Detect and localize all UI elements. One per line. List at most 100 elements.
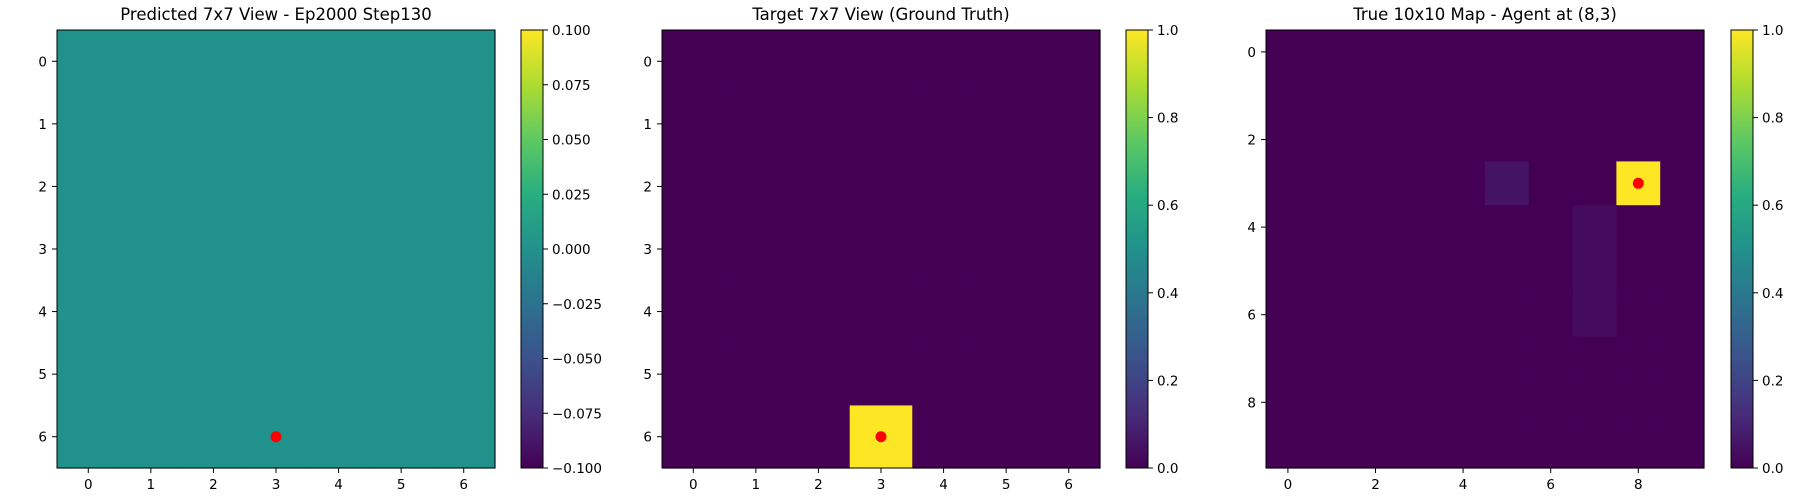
x-tick-label: 8 [1634,477,1643,493]
heatmap-cell [1660,292,1705,338]
y-tick-label: 5 [38,367,47,383]
colorbar [520,29,544,469]
heatmap-cell [1528,117,1574,162]
y-tick-label: 3 [38,242,47,258]
heatmap-cell [1485,380,1530,425]
y-tick-label: 2 [643,179,652,195]
heatmap-cell [432,155,496,219]
heatmap-cell [182,155,246,219]
heatmap-cell [244,217,308,281]
heatmap-cell [1397,380,1442,425]
heatmap-cell [1309,424,1355,469]
y-tick-label: 6 [643,430,652,446]
heatmap-cell [119,280,183,344]
heatmap-cell [974,405,1039,469]
chart-title: Target 7x7 View (Ground Truth) [751,5,1009,24]
heatmap-cell [787,342,851,407]
heatmap-cell [119,405,183,469]
heatmap-cell [724,155,788,219]
colorbar [1125,29,1149,469]
heatmap-cell [1528,380,1574,425]
heatmap-cell [1616,205,1661,250]
heatmap-cell [57,92,121,156]
y-tick-label: 3 [643,242,652,258]
y-tick-label: 4 [38,305,47,321]
heatmap-cell [1309,117,1355,162]
colorbar-tick-label: −0.075 [552,406,602,422]
heatmap-cell [1528,205,1574,250]
y-tick-label: 0 [643,54,652,70]
agent-marker [875,431,887,443]
heatmap-cell [119,30,183,94]
heatmap-cell [1397,205,1442,250]
chart-title: Predicted 7x7 View - Ep2000 Step130 [120,5,432,24]
agent-marker-dot [875,431,887,443]
heatmap-cell [662,92,726,156]
chart-title: True 10x10 Map - Agent at (8,3) [1352,5,1617,24]
heatmap-cell [57,155,121,219]
heatmap-cell [724,30,788,94]
heatmap-cell [974,342,1039,407]
heatmap-cell [369,217,434,281]
heatmap-cell [1528,336,1574,381]
x-tick-label: 0 [1284,477,1293,493]
heatmap-cell [1572,380,1617,425]
heatmap-cell [1353,205,1398,250]
agent-marker-dot [1632,177,1644,189]
heatmap-cell [1528,424,1574,469]
heatmap-cell [974,30,1039,94]
y-tick-label: 6 [1247,308,1256,324]
heatmap-cell [724,342,788,407]
colorbar-tick-label: 0.8 [1157,111,1178,127]
colorbar-tick-label: 1.0 [1157,23,1178,39]
heatmap-cell [1397,292,1442,338]
heatmap-cell [1266,161,1311,206]
x-tick-label: 3 [272,477,281,493]
heatmap-cell [1441,117,1486,162]
y-tick-label: 5 [643,367,652,383]
heatmap-cell [1266,117,1311,162]
x-tick-label: 2 [209,477,218,493]
heatmap-cell [182,342,246,407]
heatmap-cell [1616,424,1661,469]
heatmap-cell [974,92,1039,156]
colorbar-ticks: 0.100 0.075 0.050 0.025 0.000 −0.025 −0.050 −0.… [543,23,602,477]
heatmap-cell [57,30,121,94]
heatmap-cell [1441,380,1486,425]
agent-marker [1632,177,1644,189]
x-tick-label: 5 [1002,477,1011,493]
heatmap-cell [912,342,976,407]
y-tick-label: 2 [1247,133,1256,149]
heatmap-cell [787,30,851,94]
colorbar-tick-label: −0.100 [552,461,602,477]
colorbar-tick-label: 0.6 [1762,198,1783,214]
heatmap-cell [244,342,308,407]
heatmap-cell [1441,336,1486,381]
heatmap-cell [1353,161,1398,206]
heatmap-cell [787,217,851,281]
heatmap-cell [1660,161,1705,206]
heatmap-cell [1485,205,1530,250]
heatmap-cell [1309,205,1355,250]
heatmap-cell [1441,161,1486,206]
heatmap-cell [1572,73,1617,119]
heatmap-cells [1266,30,1705,469]
colorbar-tick-label: 0.100 [552,23,591,39]
heatmap-cell [912,30,976,94]
heatmap-cell [912,405,976,469]
colorbar-tick-label: 1.0 [1762,23,1783,39]
heatmap-cell [1441,424,1486,469]
heatmap-cell [57,217,121,281]
heatmap-cell [1528,249,1574,294]
colorbar-tick-label: 0.0 [1762,461,1783,477]
heatmap-cell [369,155,434,219]
heatmap-cell [1266,30,1311,75]
x-tick-label: 2 [814,477,823,493]
x-tick-label: 3 [877,477,886,493]
y-axis-ticks: 0 1 2 3 4 5 6 [643,54,662,446]
axes-frame [1265,29,1705,469]
heatmap-cell [119,155,183,219]
heatmap-cell [1616,380,1661,425]
colorbar-ticks: 1.0 0.8 0.6 0.4 0.2 0.0 [1148,23,1178,477]
